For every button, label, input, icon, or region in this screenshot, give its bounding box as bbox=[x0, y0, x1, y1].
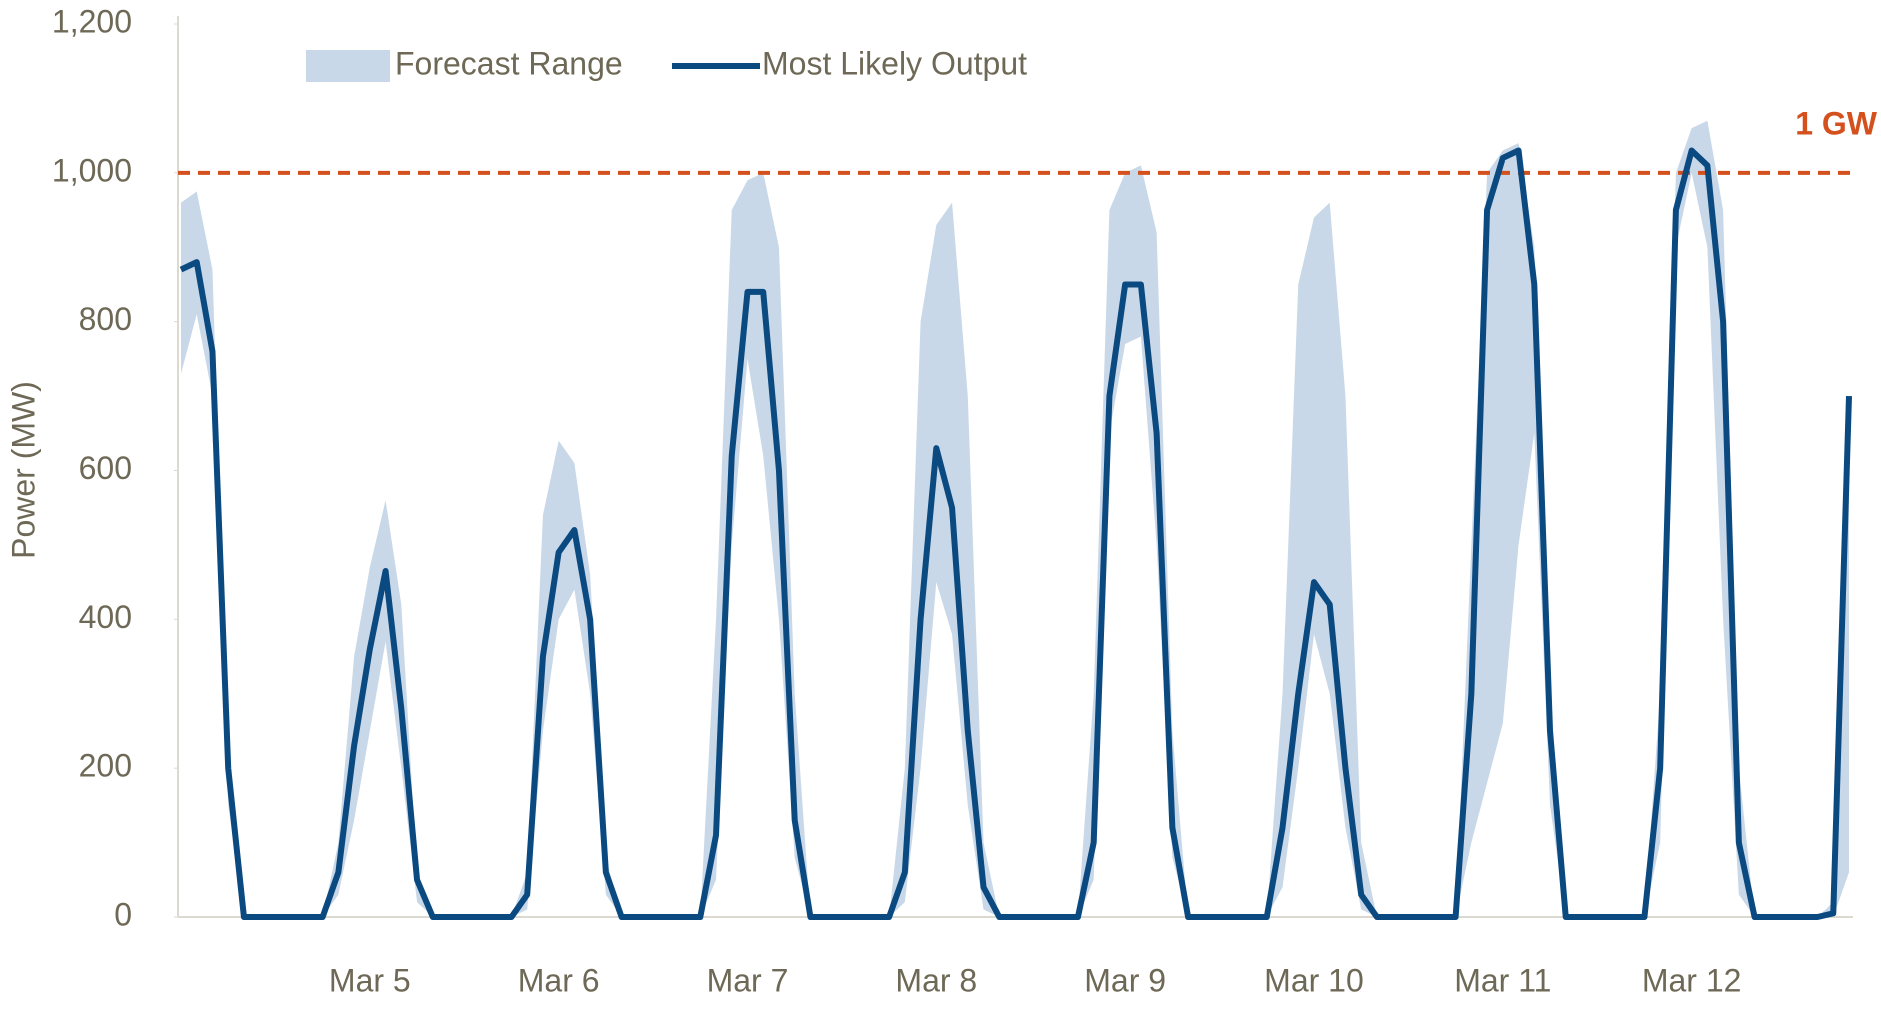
legend-label: Most Likely Output bbox=[762, 45, 1027, 81]
y-tick-label: 400 bbox=[79, 599, 132, 635]
y-tick-label: 800 bbox=[79, 301, 132, 337]
y-tick-label: 1,000 bbox=[52, 152, 132, 188]
x-tick-label: Mar 5 bbox=[329, 962, 411, 998]
reference-label: 1 GW bbox=[1795, 105, 1878, 141]
x-tick-label: Mar 6 bbox=[518, 962, 600, 998]
forecast-range bbox=[181, 120, 1849, 917]
y-tick-label: 1,200 bbox=[52, 3, 132, 39]
legend-swatch bbox=[306, 50, 390, 82]
x-tick-label: Mar 10 bbox=[1264, 962, 1364, 998]
y-tick-label: 200 bbox=[79, 748, 132, 784]
x-tick-label: Mar 9 bbox=[1084, 962, 1166, 998]
x-tick-label: Mar 11 bbox=[1454, 962, 1551, 998]
x-tick-label: Mar 12 bbox=[1642, 962, 1742, 998]
x-tick-label: Mar 7 bbox=[707, 962, 789, 998]
y-tick-label: 0 bbox=[114, 896, 132, 932]
legend-label: Forecast Range bbox=[395, 45, 623, 81]
x-tick-label: Mar 8 bbox=[895, 962, 977, 998]
y-tick-label: 600 bbox=[79, 450, 132, 486]
output-line bbox=[179, 147, 1852, 920]
y-axis-label: Power (MW) bbox=[5, 381, 41, 559]
